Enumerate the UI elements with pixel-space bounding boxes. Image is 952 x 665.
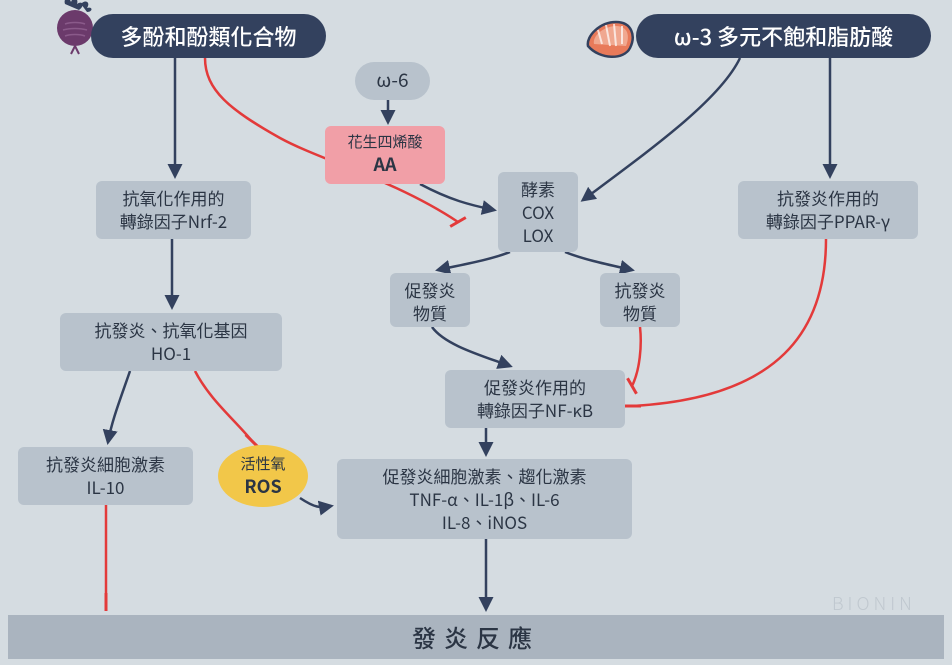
node-polyphenol: 多酚和酚類化合物 [91, 14, 326, 58]
label-1: 花生四烯酸 [339, 132, 431, 152]
watermark: BIONIN [832, 590, 916, 616]
label-1: 抗發炎細胞激素 [32, 453, 179, 476]
label-1: 抗發炎、抗氧化基因 [74, 319, 268, 342]
label-1: 酵素 [512, 178, 564, 201]
label-2: 物質 [614, 302, 666, 325]
label-2: ROS [218, 474, 308, 498]
node-cox: 酵素 COX LOX [498, 172, 578, 252]
node-il10: 抗發炎細胞激素 IL-10 [18, 447, 193, 505]
label-1: 抗發炎 [614, 279, 666, 302]
label-2: TNF-α、IL-1β、IL-6 [351, 488, 618, 511]
node-omega3: ω-3 多元不飽和脂肪酸 [636, 14, 931, 58]
label-1: 促發炎作用的 [459, 376, 611, 399]
label-1: 促發炎 [404, 279, 456, 302]
node-omega6: ω-6 [355, 62, 430, 100]
salmon-icon [580, 8, 644, 77]
label: 發炎反應 [412, 619, 540, 654]
node-nfkb: 促發炎作用的 轉錄因子NF-κB [445, 370, 625, 428]
node-ho1: 抗發炎、抗氧化基因 HO-1 [60, 313, 282, 371]
label: ω-6 [376, 66, 408, 93]
label: BIONIN [832, 590, 916, 616]
node-ppar: 抗發炎作用的 轉錄因子PPAR-γ [738, 181, 918, 239]
label-2: AA [339, 152, 431, 176]
label-3: LOX [512, 224, 564, 247]
label: ω-3 多元不飽和脂肪酸 [674, 20, 893, 52]
label-2: COX [512, 201, 564, 224]
label-3: IL-8、iNOS [351, 511, 618, 534]
label: 多酚和酚類化合物 [120, 20, 296, 52]
label-2: 轉錄因子NF-κB [459, 399, 611, 422]
label-1: 促發炎細胞激素、趨化激素 [351, 465, 618, 488]
label-1: 抗氧化作用的 [110, 187, 237, 210]
label-2: 轉錄因子Nrf-2 [110, 210, 237, 233]
node-final: 發炎反應 [8, 615, 944, 659]
label-1: 抗發炎作用的 [752, 187, 904, 210]
node-tnf: 促發炎細胞激素、趨化激素 TNF-α、IL-1β、IL-6 IL-8、iNOS [337, 459, 632, 539]
node-nrf2: 抗氧化作用的 轉錄因子Nrf-2 [96, 181, 251, 239]
node-aa: 花生四烯酸 AA [325, 126, 445, 184]
label-2: 轉錄因子PPAR-γ [752, 210, 904, 233]
label-1: 活性氧 [218, 454, 308, 474]
label-2: 物質 [404, 302, 456, 325]
label-2: HO-1 [74, 342, 268, 365]
node-anti-substance: 抗發炎 物質 [600, 273, 680, 327]
label-2: IL-10 [32, 476, 179, 499]
node-ros: 活性氧 ROS [218, 445, 308, 507]
node-pro-substance: 促發炎 物質 [390, 273, 470, 327]
